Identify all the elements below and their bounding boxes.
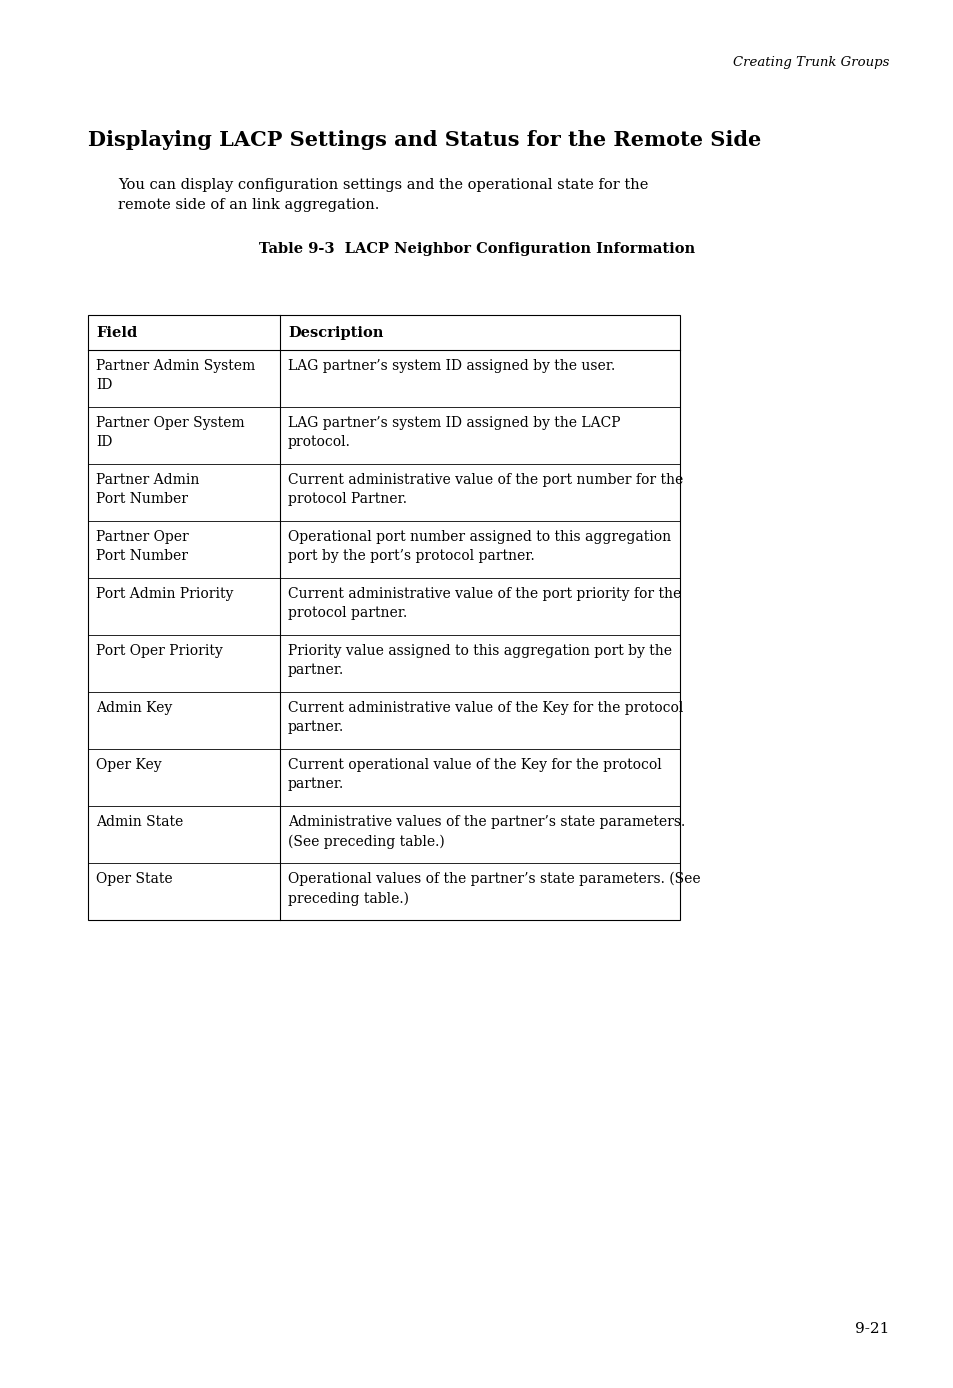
Text: You can display configuration settings and the operational state for the: You can display configuration settings a… <box>118 178 648 192</box>
Text: Administrative values of the partner’s state parameters.
(See preceding table.): Administrative values of the partner’s s… <box>288 815 684 848</box>
Bar <box>88 315 679 920</box>
Text: remote side of an link aggregation.: remote side of an link aggregation. <box>118 198 379 212</box>
Text: Current administrative value of the port priority for the
protocol partner.: Current administrative value of the port… <box>288 587 680 620</box>
Text: Port Oper Priority: Port Oper Priority <box>96 644 222 658</box>
Text: Table 9-3  LACP Neighbor Configuration Information: Table 9-3 LACP Neighbor Configuration In… <box>258 242 695 255</box>
Text: Admin State: Admin State <box>96 815 183 829</box>
Text: Admin Key: Admin Key <box>96 701 172 715</box>
Text: Oper Key: Oper Key <box>96 758 161 772</box>
Text: Current administrative value of the Key for the protocol
partner.: Current administrative value of the Key … <box>288 701 682 734</box>
Text: Port Admin Priority: Port Admin Priority <box>96 587 233 601</box>
Text: Operational port number assigned to this aggregation
port by the port’s protocol: Operational port number assigned to this… <box>288 530 670 564</box>
Text: Partner Admin
Port Number: Partner Admin Port Number <box>96 473 199 507</box>
Text: Partner Oper
Port Number: Partner Oper Port Number <box>96 530 189 564</box>
Text: Field: Field <box>96 326 137 340</box>
Text: Oper State: Oper State <box>96 872 172 886</box>
Text: Displaying LACP Settings and Status for the Remote Side: Displaying LACP Settings and Status for … <box>88 130 760 150</box>
Text: Operational values of the partner’s state parameters. (See
preceding table.): Operational values of the partner’s stat… <box>288 872 700 906</box>
Text: Creating Trunk Groups: Creating Trunk Groups <box>732 56 888 68</box>
Text: Current operational value of the Key for the protocol
partner.: Current operational value of the Key for… <box>288 758 661 791</box>
Text: Description: Description <box>288 326 383 340</box>
Text: 9-21: 9-21 <box>854 1321 888 1337</box>
Text: Current administrative value of the port number for the
protocol Partner.: Current administrative value of the port… <box>288 473 682 507</box>
Text: Priority value assigned to this aggregation port by the
partner.: Priority value assigned to this aggregat… <box>288 644 671 677</box>
Text: LAG partner’s system ID assigned by the user.: LAG partner’s system ID assigned by the … <box>288 359 615 373</box>
Text: LAG partner’s system ID assigned by the LACP
protocol.: LAG partner’s system ID assigned by the … <box>288 416 619 448</box>
Text: Partner Admin System
ID: Partner Admin System ID <box>96 359 255 391</box>
Text: Partner Oper System
ID: Partner Oper System ID <box>96 416 244 448</box>
